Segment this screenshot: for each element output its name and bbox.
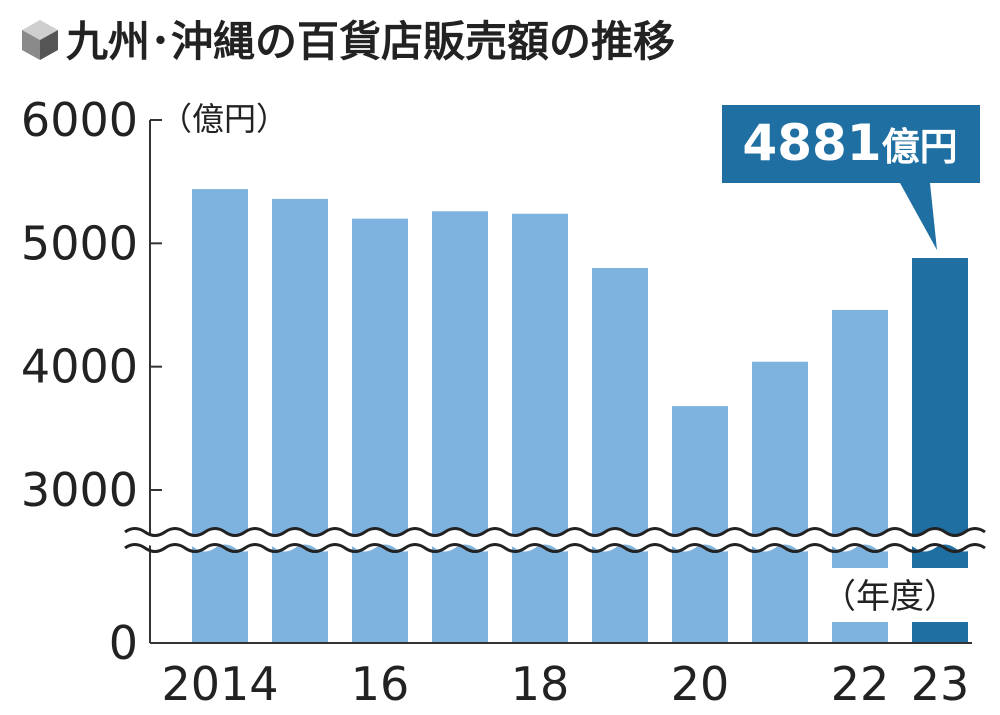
x-tick-label: 22 xyxy=(831,657,890,711)
bar xyxy=(432,211,488,643)
y-tick-label: 4000 xyxy=(21,340,138,394)
bar xyxy=(592,268,648,643)
y-unit-label: （億円） xyxy=(160,100,288,138)
axis-break-group xyxy=(115,527,986,644)
callout-value: 4881 xyxy=(742,114,881,172)
callout-unit: 億円 xyxy=(882,125,958,169)
chart-title: 九州･沖縄の百貨店販売額の推移 xyxy=(66,17,675,66)
x-tick-label: 2014 xyxy=(161,657,278,711)
bar xyxy=(752,361,808,643)
bar xyxy=(512,213,568,643)
x-tick-label: 20 xyxy=(671,657,730,711)
axis-break-line-top xyxy=(124,527,986,537)
x-unit-label: （年度） xyxy=(822,577,958,617)
x-unit-label-bg xyxy=(820,568,972,622)
bar xyxy=(272,198,328,643)
bar xyxy=(672,406,728,643)
highlight-callout: 4881億円 xyxy=(722,105,980,250)
y-tick-label: 6000 xyxy=(21,93,138,147)
axis-break-line-bottom xyxy=(124,543,986,553)
bar xyxy=(352,218,408,643)
y-tick-label: 0 xyxy=(109,616,138,670)
callout-pointer xyxy=(900,183,937,250)
x-unit-group: （年度） xyxy=(820,568,972,622)
cube-icon xyxy=(22,20,58,60)
bar xyxy=(192,189,248,644)
callout-box xyxy=(722,105,980,183)
title-group: 九州･沖縄の百貨店販売額の推移 xyxy=(22,17,675,66)
y-tick-label: 5000 xyxy=(21,216,138,270)
x-tick-label: 18 xyxy=(511,657,570,711)
x-tick-label: 16 xyxy=(351,657,410,711)
x-axis-labels-group: 2014 16 18 20 22 23 xyxy=(161,657,969,711)
y-tick-label: 3000 xyxy=(21,463,138,517)
y-axis-group: 0 3000 4000 5000 6000 xyxy=(21,93,162,670)
x-tick-label: 23 xyxy=(911,657,970,711)
callout-text: 4881億円 xyxy=(742,114,957,172)
